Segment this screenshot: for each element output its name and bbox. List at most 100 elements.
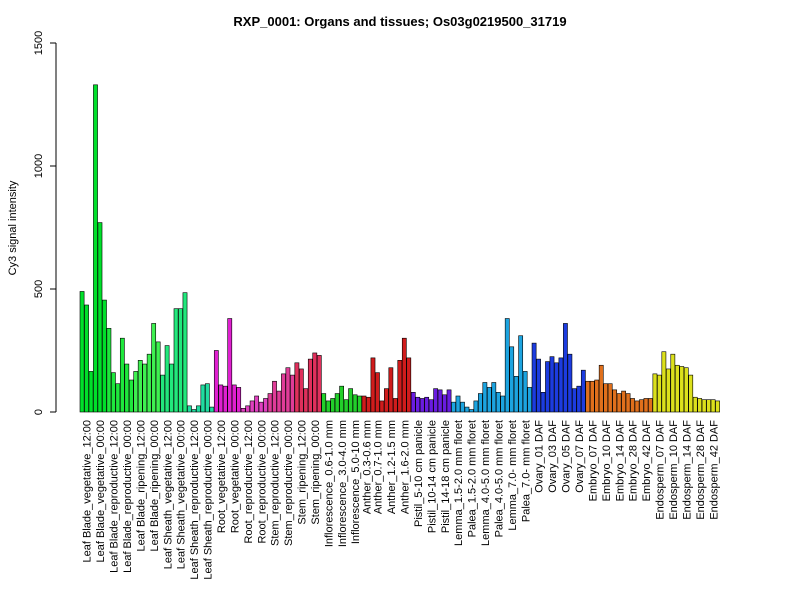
category-label: Embryo_14 DAF	[614, 420, 626, 502]
category-label: Inflorescence_0.6-1.0 mm	[323, 420, 335, 547]
category-label: Ovary_07 DAF	[574, 420, 586, 493]
bar	[384, 388, 389, 413]
bar	[303, 388, 309, 413]
category-label: Inflorescence_5.0-10 mm	[350, 420, 362, 544]
bar	[321, 393, 327, 413]
bar	[388, 367, 394, 413]
category-label: Leaf Blade_reproductive_12:00	[109, 420, 121, 573]
bar	[567, 353, 573, 413]
bar	[146, 353, 152, 413]
category-label: Endosperm_07 DAF	[655, 420, 667, 520]
bar	[375, 372, 380, 413]
bar	[527, 387, 532, 413]
bar	[513, 376, 519, 413]
category-label: Stem_ripening_12:00	[297, 420, 309, 525]
bar	[674, 364, 680, 413]
bar	[701, 399, 707, 413]
category-label: Ovary_01 DAF	[534, 420, 546, 493]
category-label: Endosperm_28 DAF	[695, 420, 707, 520]
bar	[495, 392, 501, 413]
category-label: Pistil_10-14 cm panicle	[426, 420, 438, 533]
bar	[263, 398, 268, 413]
bar	[491, 382, 497, 413]
bar	[634, 400, 640, 413]
bar	[249, 400, 255, 413]
bar	[554, 362, 559, 413]
category-label: Root_vegetative_00:00	[229, 420, 241, 533]
bar	[545, 361, 550, 413]
bar	[169, 363, 174, 413]
bar	[540, 392, 546, 413]
bar	[160, 374, 165, 413]
category-label: Stem_reproductive_12:00	[270, 420, 282, 546]
bar	[536, 358, 541, 413]
bar	[164, 345, 170, 413]
bar	[589, 380, 595, 413]
bar	[648, 398, 653, 413]
category-label: Leaf Blade_reproductive_00:00	[122, 420, 134, 573]
bar	[630, 398, 635, 413]
bar	[111, 372, 116, 413]
category-label: Embryo_07 DAF	[587, 420, 599, 502]
bar	[316, 355, 322, 413]
bar	[473, 400, 479, 413]
bar	[661, 351, 667, 413]
category-label: Leaf Sheath_reproductive_00:00	[203, 420, 215, 580]
bar	[285, 367, 291, 413]
bar	[339, 385, 344, 413]
chart-title: RXP_0001: Organs and tissues; Os03g02195…	[233, 14, 566, 29]
bar	[227, 318, 233, 413]
bar	[580, 369, 586, 413]
bar	[312, 352, 318, 413]
bar	[97, 222, 103, 413]
bar	[370, 357, 376, 413]
bar	[178, 308, 183, 413]
bar	[191, 409, 197, 413]
bar	[187, 405, 192, 413]
bar	[348, 388, 353, 413]
bar	[437, 389, 443, 413]
category-label: Endosperm_42 DAF	[708, 420, 720, 520]
bar	[128, 379, 134, 413]
bar	[460, 401, 465, 413]
bar	[715, 400, 720, 413]
category-label: Pistil_14-18 cm panicle	[440, 420, 452, 533]
bar	[621, 390, 626, 413]
bar	[88, 371, 94, 413]
bar	[245, 405, 251, 413]
category-label: Leaf Sheath_reproductive_12:00	[189, 420, 201, 580]
category-label: Embryo_10 DAF	[601, 420, 613, 502]
category-label: Root_reproductive_00:00	[256, 420, 268, 544]
bar	[469, 409, 474, 413]
bar	[334, 393, 340, 413]
bar	[182, 292, 188, 413]
bar	[652, 373, 658, 413]
category-label: Leaf Blade_ripening_00:00	[149, 420, 161, 552]
bar	[706, 399, 711, 413]
bar	[598, 364, 604, 413]
bar	[133, 371, 139, 413]
bar	[433, 388, 438, 413]
bar	[119, 337, 125, 413]
bar	[93, 84, 98, 413]
category-labels: Leaf Blade_vegetative_12:00 Leaf Blade_ve…	[82, 420, 721, 580]
bar	[218, 384, 224, 413]
y-tick-label: 1500	[33, 31, 45, 55]
bar	[151, 323, 157, 413]
bar	[688, 374, 694, 413]
bar	[419, 398, 425, 413]
bar	[478, 393, 483, 413]
bar	[142, 363, 148, 413]
category-label: Endosperm_14 DAF	[681, 420, 693, 520]
bar	[276, 390, 282, 413]
y-tick-label: 0	[33, 409, 45, 415]
bar	[343, 399, 349, 413]
bar	[173, 308, 179, 413]
bar	[446, 389, 452, 413]
category-label: Anther_1.6-2.0 mm	[399, 420, 411, 514]
bar	[298, 368, 304, 413]
bar	[424, 396, 430, 413]
bar	[155, 341, 161, 413]
bar	[294, 362, 300, 413]
bar	[670, 353, 676, 413]
